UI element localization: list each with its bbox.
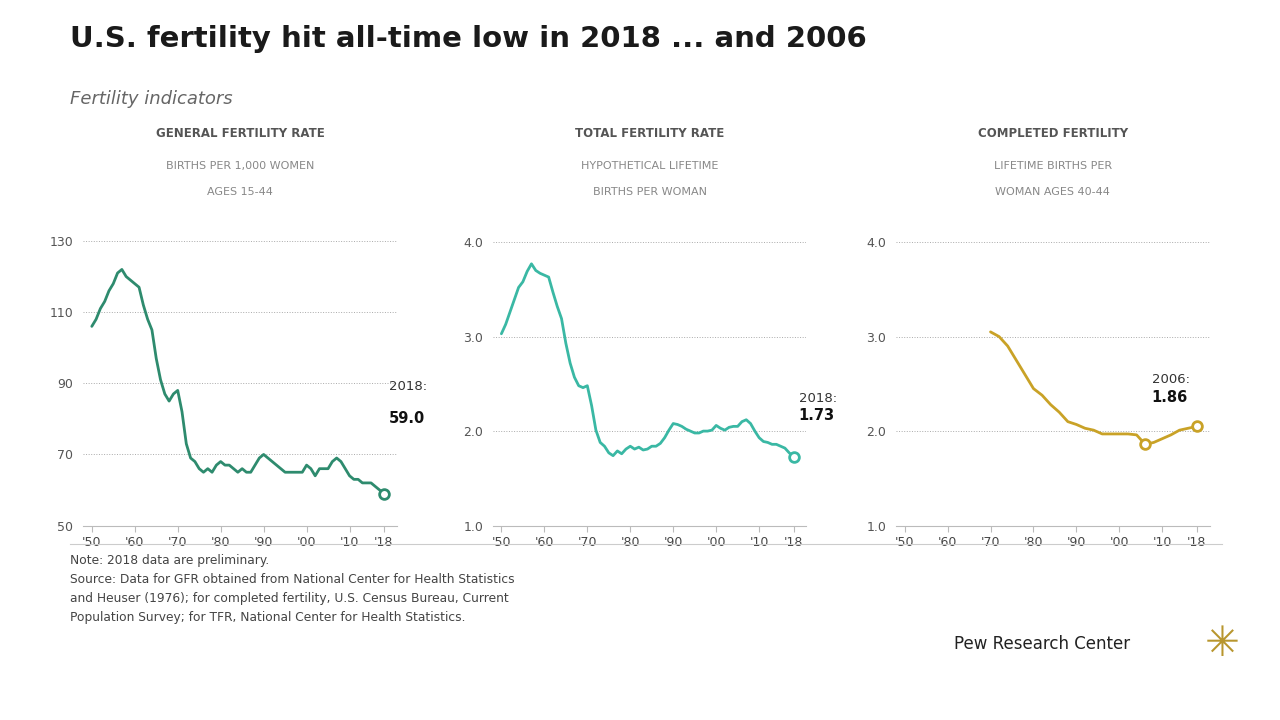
Text: 2018:: 2018: (389, 380, 428, 393)
Text: LIFETIME BIRTHS PER: LIFETIME BIRTHS PER (993, 161, 1112, 171)
Text: AGES 15-44: AGES 15-44 (207, 187, 273, 197)
Text: WOMAN AGES 40-44: WOMAN AGES 40-44 (996, 187, 1110, 197)
Text: BIRTHS PER WOMAN: BIRTHS PER WOMAN (593, 187, 707, 197)
Text: HYPOTHETICAL LIFETIME: HYPOTHETICAL LIFETIME (581, 161, 718, 171)
Text: U.S. fertility hit all-time low in 2018 ... and 2006: U.S. fertility hit all-time low in 2018 … (70, 25, 867, 53)
Text: ✳: ✳ (1204, 624, 1240, 665)
Text: 2018:: 2018: (799, 392, 837, 405)
Text: 2006:: 2006: (1152, 373, 1189, 386)
Text: Note: 2018 data are preliminary.
Source: Data for GFR obtained from National Cen: Note: 2018 data are preliminary. Source:… (70, 554, 515, 624)
Text: Pew Research Center: Pew Research Center (954, 636, 1130, 654)
Text: GENERAL FERTILITY RATE: GENERAL FERTILITY RATE (156, 127, 324, 140)
Text: COMPLETED FERTILITY: COMPLETED FERTILITY (978, 127, 1128, 140)
Text: 59.0: 59.0 (389, 411, 425, 426)
Text: 1.86: 1.86 (1152, 390, 1188, 405)
Text: BIRTHS PER 1,000 WOMEN: BIRTHS PER 1,000 WOMEN (166, 161, 314, 171)
Text: 1.73: 1.73 (799, 408, 835, 423)
Text: TOTAL FERTILITY RATE: TOTAL FERTILITY RATE (575, 127, 724, 140)
Text: Fertility indicators: Fertility indicators (70, 90, 233, 108)
